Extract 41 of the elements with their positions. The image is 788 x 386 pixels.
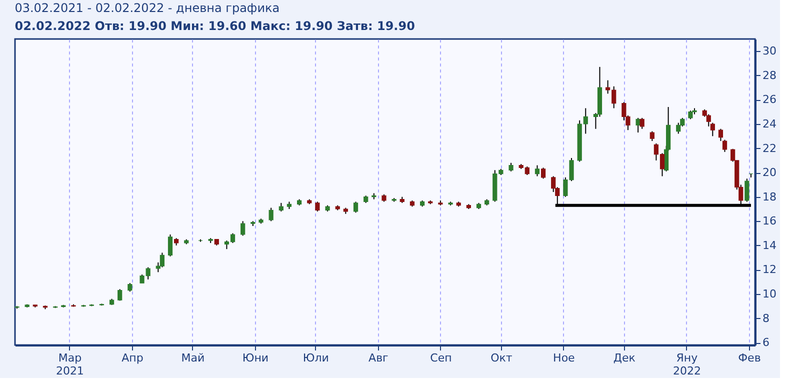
candlestick <box>676 122 681 134</box>
x-tick-label: Авг <box>368 352 389 364</box>
y-tick-label: 18 <box>762 190 776 204</box>
candlestick <box>650 130 654 142</box>
y-tick-label: 24 <box>762 118 776 130</box>
candlestick <box>640 117 644 130</box>
y-tick-label: 22 <box>762 142 776 155</box>
y-tick-label: 30 <box>762 44 776 58</box>
y-tick-label: 16 <box>762 214 776 228</box>
candlestick <box>744 178 750 202</box>
x-tick-label: Сеп <box>430 352 452 364</box>
y-tick-label: 28 <box>762 68 776 82</box>
candlestick <box>240 220 246 236</box>
y-tick-label: 10 <box>762 288 776 300</box>
x-tick-label: Юни <box>242 352 269 364</box>
y-tick-label: 14 <box>762 238 776 252</box>
y-tick-label: 20 <box>762 166 776 180</box>
chart-title: 03.02.2021 - 02.02.2022 - дневна графика <box>14 1 280 15</box>
x-tick-label: Апр <box>122 352 144 364</box>
y-tick-label: 12 <box>762 263 776 276</box>
candlestick <box>315 201 320 212</box>
x-tick-label: Фев <box>738 352 761 364</box>
y-tick-label: 8 <box>762 312 770 325</box>
candlestick <box>636 117 640 133</box>
x-tick-label: Окт <box>490 352 513 364</box>
x-tick-label: Май <box>181 352 205 364</box>
y-tick-label: 26 <box>762 93 776 106</box>
candlestick <box>534 164 540 177</box>
x-tick-label: Юли <box>302 352 329 364</box>
candlestick <box>168 234 173 257</box>
x-tick-label: Дек <box>613 352 636 364</box>
x-tick-label: Ное <box>553 352 576 364</box>
chart-subtitle: 02.02.2022 Отв: 19.90 Мин: 19.60 Макс: 19.90 Затв: 19.90 <box>14 19 415 33</box>
candlestick <box>160 252 164 268</box>
x-tick-label: Яну 2022 <box>672 352 701 378</box>
candlestick <box>540 167 546 180</box>
candlestick <box>268 207 274 222</box>
candlestick <box>706 114 711 127</box>
x-tick-label: Мар 2021 <box>56 352 84 378</box>
y-tick-label: 6 <box>762 336 770 350</box>
candlestick <box>353 201 358 214</box>
